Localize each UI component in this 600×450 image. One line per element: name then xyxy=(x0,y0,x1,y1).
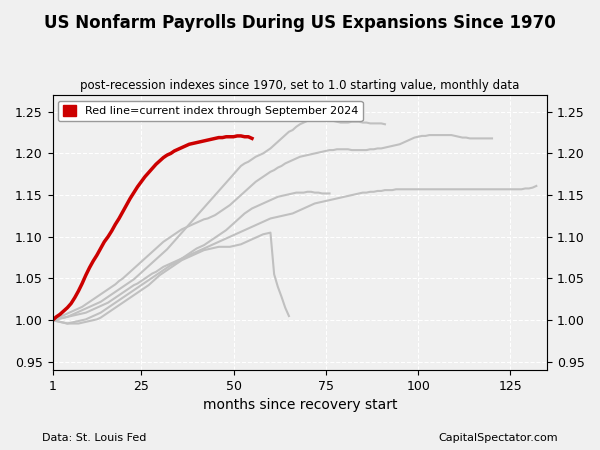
Text: CapitalSpectator.com: CapitalSpectator.com xyxy=(439,433,558,443)
Legend: Red line=current index through September 2024: Red line=current index through September… xyxy=(58,101,362,121)
Title: post-recession indexes since 1970, set to 1.0 starting value, monthly data: post-recession indexes since 1970, set t… xyxy=(80,80,520,93)
Text: US Nonfarm Payrolls During US Expansions Since 1970: US Nonfarm Payrolls During US Expansions… xyxy=(44,14,556,32)
X-axis label: months since recovery start: months since recovery start xyxy=(203,399,397,413)
Text: Data: St. Louis Fed: Data: St. Louis Fed xyxy=(42,433,146,443)
